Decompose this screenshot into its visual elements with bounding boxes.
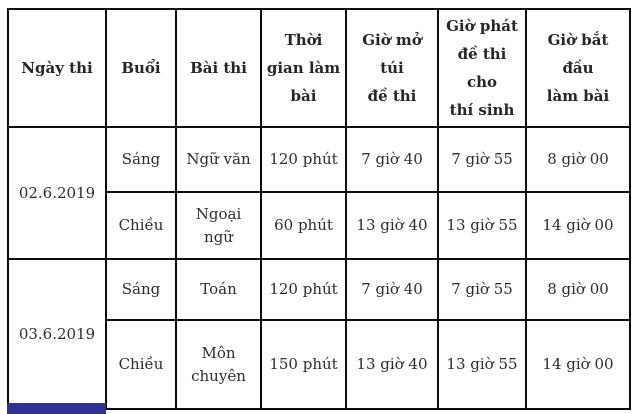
column-header-open-bag-time: Giờ mở túi đề thi bbox=[345, 8, 439, 128]
distribute-time-cell: 7 giờ 55 bbox=[437, 258, 527, 321]
column-header-exam: Bài thi bbox=[175, 8, 262, 128]
subject-cell: Ngữ văn bbox=[175, 126, 262, 193]
start-time-cell: 14 giờ 00 bbox=[525, 319, 631, 410]
column-header-session: Buổi bbox=[105, 8, 177, 128]
table-row: 03.6.2019 Sáng Toán 120 phút 7 giờ 40 7 … bbox=[7, 258, 631, 410]
session-cell: Sáng bbox=[105, 258, 177, 321]
session-cell: Sáng bbox=[105, 126, 177, 193]
open-bag-time-cell: 13 giờ 40 bbox=[345, 191, 439, 260]
table-row: Chiều Môn chuyên 150 phút 13 giờ 40 13 g… bbox=[8, 319, 631, 410]
open-bag-time-cell: 7 giờ 40 bbox=[345, 258, 439, 321]
start-time-cell: 14 giờ 00 bbox=[525, 191, 631, 260]
open-bag-time-cell: 13 giờ 40 bbox=[345, 319, 439, 410]
column-header-duration: Thời gian làm bài bbox=[260, 8, 347, 128]
subject-cell: Môn chuyên bbox=[175, 319, 262, 410]
duration-cell: 60 phút bbox=[260, 191, 347, 260]
session-cell: Chiều bbox=[105, 319, 177, 410]
header-row: Ngày thi Buổi Bài thi Thời gian làm bài … bbox=[7, 8, 631, 128]
date-cell: 02.6.2019 bbox=[7, 126, 107, 260]
date-cell: 03.6.2019 bbox=[7, 258, 107, 410]
table-row: Chiều Ngoại ngữ 60 phút 13 giờ 40 13 giờ… bbox=[8, 191, 631, 260]
open-bag-time-cell: 7 giờ 40 bbox=[345, 126, 439, 193]
distribute-time-cell: 13 giờ 55 bbox=[437, 191, 527, 260]
column-header-distribute-time: Giờ phát đề thi cho thí sinh bbox=[437, 8, 527, 128]
distribute-time-cell: 13 giờ 55 bbox=[437, 319, 527, 410]
duration-cell: 150 phút bbox=[260, 319, 347, 410]
duration-cell: 120 phút bbox=[260, 126, 347, 193]
subject-cell: Toán bbox=[175, 258, 262, 321]
subject-cell: Ngoại ngữ bbox=[175, 191, 262, 260]
column-header-exam-date: Ngày thi bbox=[7, 8, 107, 128]
start-time-cell: 8 giờ 00 bbox=[525, 258, 631, 321]
session-cell: Chiều bbox=[105, 191, 177, 260]
column-header-start-time: Giờ bắt đầu làm bài bbox=[525, 8, 631, 128]
duration-cell: 120 phút bbox=[260, 258, 347, 321]
table-row: 02.6.2019 Sáng Ngữ văn 120 phút 7 giờ 40… bbox=[7, 126, 631, 260]
partial-blue-element bbox=[7, 403, 106, 414]
exam-schedule-table: Ngày thi Buổi Bài thi Thời gian làm bài … bbox=[7, 8, 631, 410]
start-time-cell: 8 giờ 00 bbox=[525, 126, 631, 193]
distribute-time-cell: 7 giờ 55 bbox=[437, 126, 527, 193]
